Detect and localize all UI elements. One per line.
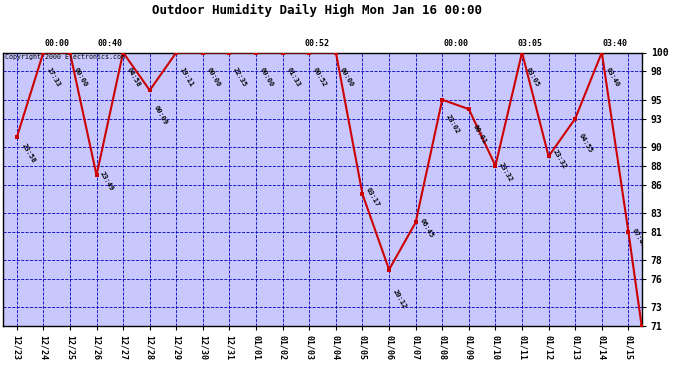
Text: 00:00: 00:00 <box>72 67 88 88</box>
Text: Copyright 2000 Electronics.com: Copyright 2000 Electronics.com <box>5 54 125 60</box>
Text: 23:32: 23:32 <box>498 161 514 183</box>
Text: 19:11: 19:11 <box>179 67 195 88</box>
Text: 00:01: 00:01 <box>471 123 487 145</box>
Text: 03:05: 03:05 <box>518 39 542 48</box>
Text: 00:40: 00:40 <box>97 39 122 48</box>
Text: 07:48: 07:48 <box>631 227 647 249</box>
Text: 03:40: 03:40 <box>602 39 628 48</box>
Text: 23:02: 23:02 <box>445 114 461 135</box>
Text: 22:35: 22:35 <box>232 67 248 88</box>
Text: 01:33: 01:33 <box>286 67 301 88</box>
Text: Outdoor Humidity Daily High Mon Jan 16 00:00: Outdoor Humidity Daily High Mon Jan 16 0… <box>152 4 482 17</box>
Text: 20:07: 20:07 <box>643 340 659 362</box>
Text: 20:12: 20:12 <box>392 288 408 310</box>
Text: 06:45: 06:45 <box>418 218 434 239</box>
Text: 03:17: 03:17 <box>365 186 381 208</box>
Text: 00:52: 00:52 <box>312 67 328 88</box>
Text: 03:05: 03:05 <box>524 67 540 88</box>
Text: 04:58: 04:58 <box>126 67 141 88</box>
Text: 03:40: 03:40 <box>604 67 620 88</box>
Text: 00:00: 00:00 <box>259 67 275 88</box>
Text: 00:00: 00:00 <box>443 39 468 48</box>
Text: 17:33: 17:33 <box>46 67 62 88</box>
Text: 23:58: 23:58 <box>21 142 37 164</box>
Text: 00:52: 00:52 <box>305 39 330 48</box>
Text: 04:55: 04:55 <box>578 133 593 154</box>
Text: 23:32: 23:32 <box>551 149 567 170</box>
Text: 00:00: 00:00 <box>206 67 221 88</box>
Text: 00:00: 00:00 <box>339 67 355 88</box>
Text: 00:09: 00:09 <box>152 104 168 126</box>
Text: 23:49: 23:49 <box>99 171 115 192</box>
Text: 00:00: 00:00 <box>44 39 69 48</box>
